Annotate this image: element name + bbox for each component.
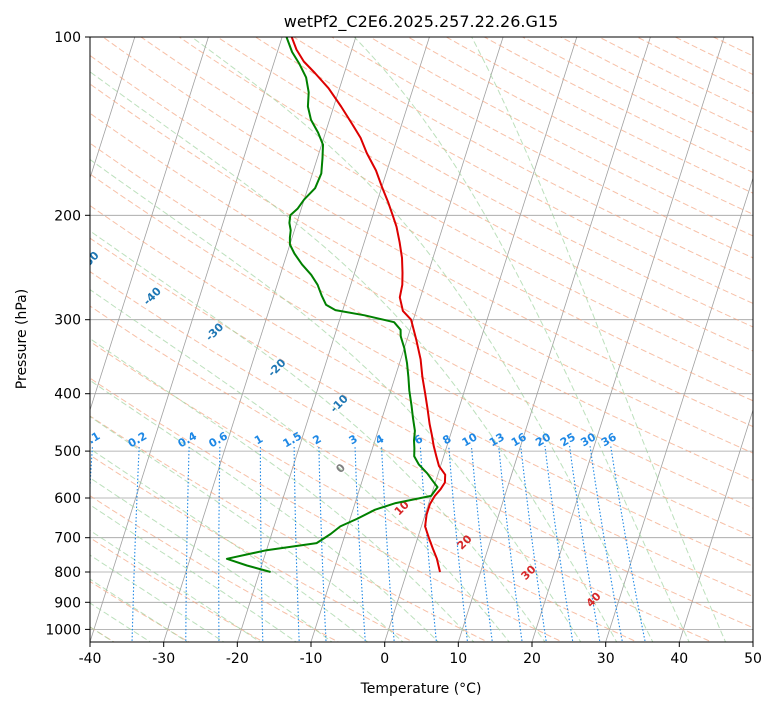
mixing-ratio-line [610,445,646,642]
mixing-ratio-line [131,445,140,642]
moist-adiabat-line [90,379,440,642]
moist-adiabat-label: -50 [78,249,101,272]
isotherm-line [90,37,283,642]
dry-adiabat-line [90,377,564,642]
dry-adiabat-line [90,537,265,642]
x-tick-label: -20 [226,651,249,667]
mixing-ratio-line [380,445,395,642]
dry-adiabat-line [90,204,753,567]
mixing-ratio-line [498,445,523,642]
dry-adiabat-line [178,37,753,352]
x-axis: -40 -30 -20 -10 0 10 20 30 40 50 [79,642,762,667]
moist-adiabat-line [90,448,369,642]
dry-adiabat-line [254,37,753,304]
y-tick-label: 100 [54,30,81,46]
dewpoint-profile-line [225,37,439,573]
y-tick-label: 800 [54,565,81,581]
y-tick-label: 600 [54,491,81,507]
isotherm-line [384,37,578,642]
profile-lines [225,37,447,573]
isotherm-line [90,37,209,412]
moist-adiabat-line [90,338,475,642]
x-tick-label: 40 [670,651,688,667]
y-axis-label: Pressure (hPa) [14,289,30,389]
chart-title: wetPf2_C2E6.2025.257.22.26.G15 [284,12,558,32]
mixing-ratio-line [470,445,493,642]
dry-adiabat-line [90,580,190,642]
moist-adiabat-line [90,415,404,642]
y-tick-label: 500 [54,444,81,460]
mixing-ratio-line [544,445,574,642]
mixing-ratio-line [448,445,469,642]
dry-adiabat-line [90,83,753,454]
x-tick-label: 50 [744,651,762,667]
moist-adiabat-line [90,288,510,642]
x-tick-label: -40 [79,651,102,667]
mixing-ratio-line [259,445,264,642]
temperature-profile-line [290,37,447,573]
moist-adiabat-line [471,37,727,642]
dry-adiabat-line [102,37,753,402]
dry-adiabat-line [90,173,753,538]
moist-adiabat-line [90,230,546,642]
mixing-ratio-line [354,445,366,642]
mixing-ratio-line [419,445,437,642]
y-tick-label: 900 [54,595,81,611]
isotherm-line [605,176,753,642]
dry-adiabat-line [90,142,753,509]
x-tick-label: -10 [300,651,323,667]
x-tick-label: 0 [380,651,389,667]
moist-adiabat-line [90,477,333,642]
background-lines [90,37,753,642]
moist-adiabat-line [90,578,189,642]
x-tick-label: 10 [449,651,467,667]
moist-adiabat-line [90,554,225,642]
mixing-ratio-line [293,445,300,642]
y-tick-label: 1000 [45,622,81,638]
dry-adiabat-line [90,271,753,629]
y-tick-label: 700 [54,531,81,547]
moist-adiabat-line [191,37,654,642]
isotherm-line [90,37,136,180]
dry-adiabat-line [90,454,415,642]
mixing-ratio-line [318,445,327,642]
mixing-ratio-line [185,445,190,642]
mixing-ratio-line [569,445,601,642]
dry-adiabat-line [90,340,639,642]
moist-adiabat-line [90,71,618,642]
dry-adiabat-line [90,112,753,481]
x-tick-label: 20 [523,651,541,667]
dry-adiabat-line [90,305,713,642]
y-axis: 100 200 300 400 500 600 700 800 900 1000 [45,30,90,638]
mixing-ratio-line [589,445,623,642]
isotherm-line [310,37,504,642]
isotherm-line [531,37,725,642]
dry-adiabat-line [90,237,753,598]
x-tick-label: -30 [152,651,175,667]
dry-adiabat-line [90,54,753,428]
isotherm-line [236,37,430,642]
dry-adiabat-line [90,415,489,642]
moist-adiabat-line [90,504,298,642]
x-tick-label: 30 [597,651,615,667]
moist-adiabat-line [90,158,582,642]
mixing-ratio-line [218,445,221,642]
plot-frame [89,36,754,643]
y-tick-label: 400 [54,387,81,403]
mixing-ratio-line [520,445,547,642]
isotherm-line [163,37,357,642]
dry-adiabat-line [292,37,753,281]
moist-adiabat-line [90,529,262,642]
x-axis-label: Temperature (°C) [360,681,482,697]
y-tick-label: 300 [54,313,81,329]
moist-adiabat-line [353,37,690,642]
y-tick-label: 200 [54,208,81,224]
isotherm-line [678,408,753,642]
